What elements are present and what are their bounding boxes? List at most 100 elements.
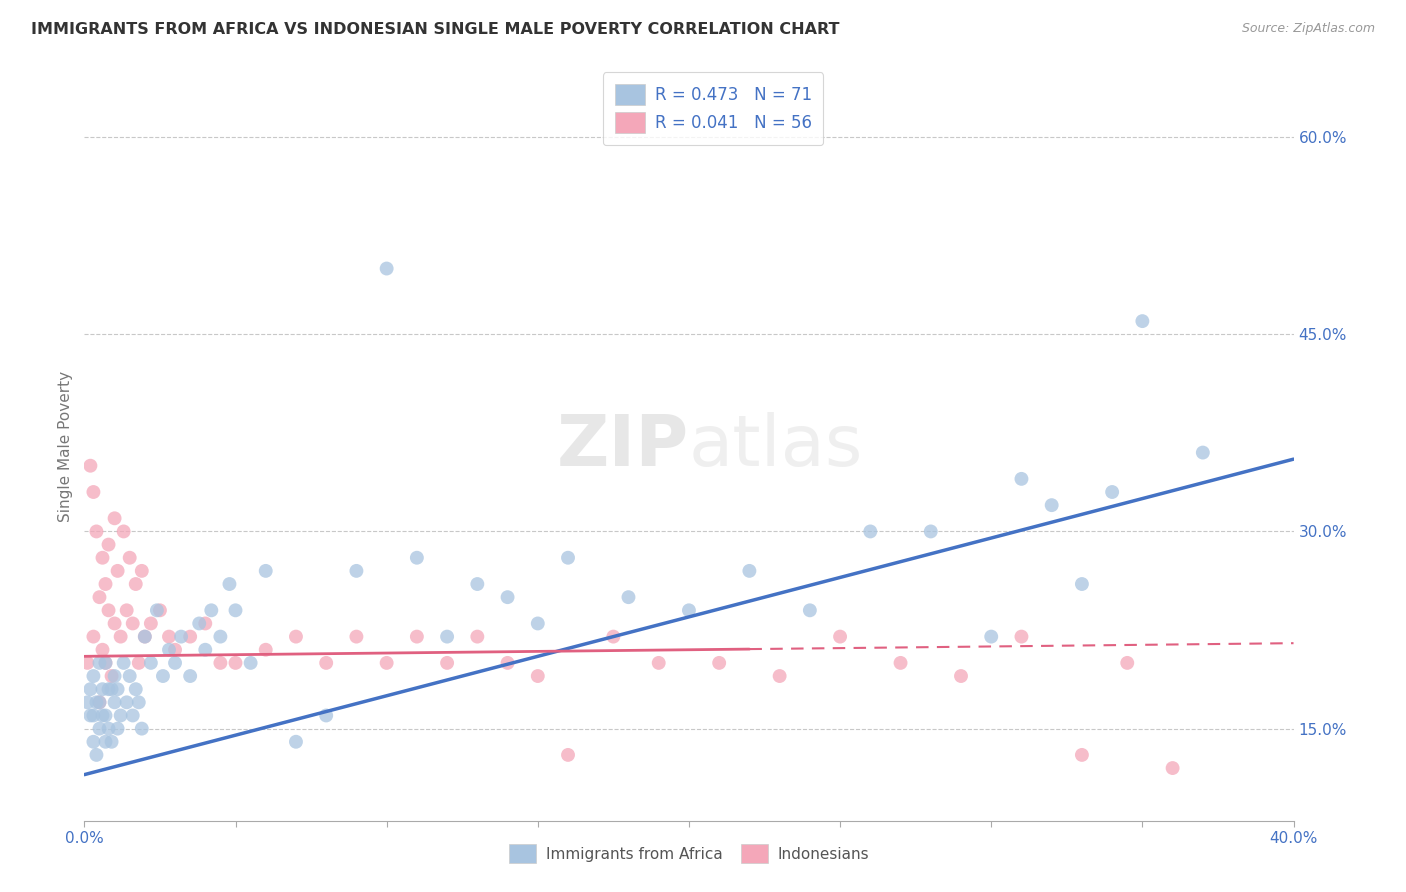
Point [285, 630, 308, 644]
Point [406, 630, 429, 644]
Point [104, 616, 127, 631]
Point [527, 669, 550, 683]
Point [91, 682, 114, 697]
Point [97, 722, 120, 736]
Point [315, 656, 337, 670]
Point [125, 682, 148, 697]
Point [139, 616, 162, 631]
Point [131, 722, 153, 736]
Point [165, 656, 187, 670]
Point [738, 564, 761, 578]
Point [1101, 485, 1123, 500]
Point [436, 630, 458, 644]
Point [980, 630, 1002, 644]
Legend: Immigrants from Africa, Indonesians: Immigrants from Africa, Indonesians [503, 838, 875, 869]
Point [194, 642, 217, 657]
Point [97, 603, 120, 617]
Point [1116, 656, 1139, 670]
Point [1011, 472, 1033, 486]
Point [149, 603, 172, 617]
Point [170, 630, 193, 644]
Point [602, 630, 624, 644]
Point [950, 669, 973, 683]
Point [188, 616, 211, 631]
Text: atlas: atlas [689, 411, 863, 481]
Point [209, 656, 232, 670]
Point [86, 524, 108, 539]
Point [79, 708, 101, 723]
Point [194, 616, 217, 631]
Point [134, 630, 156, 644]
Point [110, 708, 132, 723]
Point [527, 616, 550, 631]
Point [859, 524, 882, 539]
Point [107, 682, 129, 697]
Point [467, 630, 489, 644]
Point [118, 669, 141, 683]
Point [118, 550, 141, 565]
Point [375, 261, 398, 276]
Point [406, 550, 429, 565]
Point [165, 642, 187, 657]
Text: ZIP: ZIP [557, 411, 689, 481]
Point [89, 695, 111, 709]
Point [94, 708, 117, 723]
Point [79, 682, 101, 697]
Point [100, 682, 122, 697]
Point [82, 669, 104, 683]
Point [467, 577, 489, 591]
Point [648, 656, 671, 670]
Point [157, 642, 180, 657]
Y-axis label: Single Male Poverty: Single Male Poverty [58, 370, 73, 522]
Point [79, 458, 101, 473]
Point [920, 524, 942, 539]
Point [557, 747, 579, 762]
Point [769, 669, 792, 683]
Point [496, 656, 519, 670]
Point [218, 577, 240, 591]
Point [89, 590, 111, 604]
Point [128, 656, 150, 670]
Point [179, 630, 201, 644]
Point [799, 603, 821, 617]
Point [86, 747, 108, 762]
Point [225, 656, 247, 670]
Point [128, 695, 150, 709]
Point [107, 722, 129, 736]
Point [82, 485, 104, 500]
Point [146, 603, 169, 617]
Point [86, 695, 108, 709]
Point [709, 656, 731, 670]
Point [131, 564, 153, 578]
Point [157, 630, 180, 644]
Point [1071, 577, 1094, 591]
Point [375, 656, 398, 670]
Point [97, 538, 120, 552]
Point [346, 564, 368, 578]
Point [104, 511, 127, 525]
Point [115, 603, 138, 617]
Point [139, 656, 162, 670]
Point [678, 603, 700, 617]
Point [121, 616, 143, 631]
Point [830, 630, 852, 644]
Point [239, 656, 262, 670]
Point [496, 590, 519, 604]
Point [152, 669, 174, 683]
Point [94, 577, 117, 591]
Point [82, 735, 104, 749]
Point [76, 656, 98, 670]
Point [115, 695, 138, 709]
Point [110, 630, 132, 644]
Point [254, 564, 277, 578]
Point [82, 630, 104, 644]
Point [890, 656, 912, 670]
Point [1040, 498, 1063, 512]
Point [1071, 747, 1094, 762]
Point [89, 695, 111, 709]
Point [82, 708, 104, 723]
Point [209, 630, 232, 644]
Point [134, 630, 156, 644]
Point [179, 669, 201, 683]
Point [200, 603, 222, 617]
